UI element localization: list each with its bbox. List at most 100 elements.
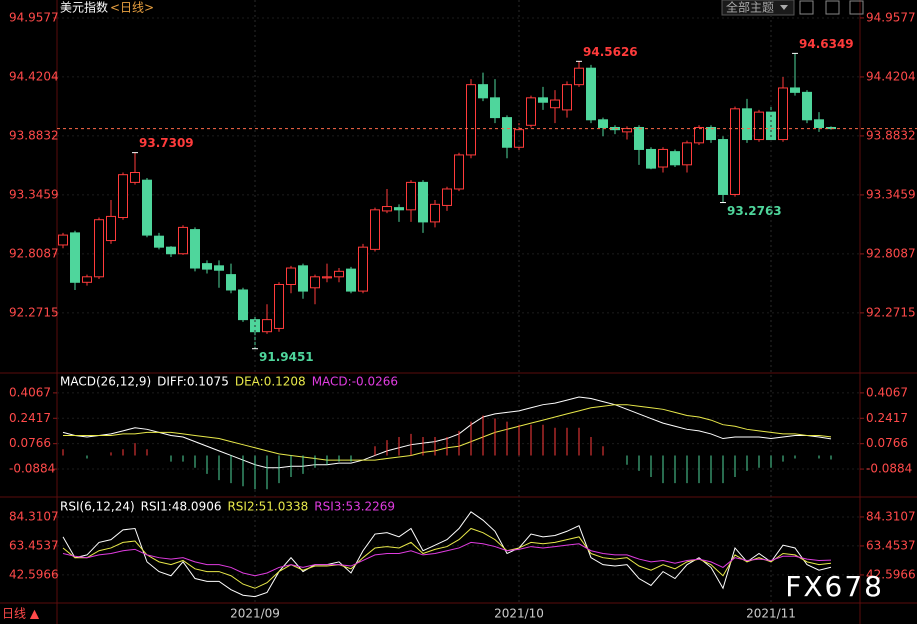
y-tick-label: 92.2715 xyxy=(9,305,59,319)
candle-body xyxy=(598,119,608,128)
candle-body xyxy=(502,117,512,148)
candle-body xyxy=(406,181,416,211)
candle-body xyxy=(262,319,272,333)
indicator-line xyxy=(62,527,832,589)
candle-body xyxy=(742,108,752,141)
y-tick-label: -0.0884 xyxy=(9,462,55,476)
candle-body xyxy=(454,154,464,190)
candle-body xyxy=(298,265,308,292)
candle-body xyxy=(214,265,224,271)
candle-body xyxy=(790,87,800,93)
legend-entry: RSI1:48.0906 xyxy=(141,500,222,514)
candle-body xyxy=(178,226,188,255)
candle-body xyxy=(814,119,824,128)
extreme-label: 94.6349 xyxy=(799,37,854,51)
legend-entry: DIFF:0.1075 xyxy=(157,375,229,389)
extreme-label: 93.2763 xyxy=(727,204,782,218)
candle-body xyxy=(238,289,248,321)
candle-body xyxy=(586,67,596,121)
extreme-label: 93.7309 xyxy=(139,136,194,150)
candle-body xyxy=(802,91,812,121)
watermark: FX678 xyxy=(785,570,884,603)
candle-body xyxy=(442,188,452,206)
candle-body xyxy=(706,126,716,141)
candle-body xyxy=(718,139,728,195)
legend-entry: DEA:0.1208 xyxy=(235,375,306,389)
y-tick-label: 63.4537 xyxy=(866,538,916,552)
candle-body xyxy=(490,97,500,119)
icon-button[interactable] xyxy=(825,0,840,15)
candle-body xyxy=(322,276,332,279)
y-tick-label: 0.0766 xyxy=(9,436,51,450)
candle-body xyxy=(562,84,572,111)
indicator-line xyxy=(62,541,832,577)
y-tick-label: 0.0766 xyxy=(866,436,908,450)
dropdown-arrow[interactable] xyxy=(780,5,788,10)
candle-body xyxy=(118,174,128,219)
y-tick-label: 94.9577 xyxy=(866,10,916,24)
candle-body xyxy=(82,276,92,283)
candle-body xyxy=(658,148,668,168)
candle-body xyxy=(334,270,344,278)
candle-body xyxy=(418,181,428,223)
candle-body xyxy=(778,87,788,141)
y-tick-label: 0.2417 xyxy=(866,411,908,425)
candle-body xyxy=(682,142,692,166)
y-tick-label: 92.8087 xyxy=(9,246,59,260)
legend-entry: RSI3:53.2269 xyxy=(314,500,395,514)
theme-dropdown-label[interactable]: 全部主题 xyxy=(726,0,774,15)
y-tick-label: 0.4067 xyxy=(866,385,908,399)
y-tick-label: 94.9577 xyxy=(9,10,59,24)
candle-body xyxy=(382,206,392,212)
candle-body xyxy=(478,84,488,99)
candle-body xyxy=(358,246,368,292)
candle-body xyxy=(154,235,164,248)
period-switch[interactable]: 日线 ▲ xyxy=(2,607,40,621)
candle-body xyxy=(730,108,740,195)
y-tick-label: 94.4204 xyxy=(9,69,59,83)
theme-dropdown[interactable] xyxy=(721,0,795,16)
candle-body xyxy=(226,274,236,291)
x-tick-label: 2021/11 xyxy=(746,607,796,621)
chart-title: 美元指数 xyxy=(60,0,108,15)
x-tick-label: 2021/09 xyxy=(230,607,280,621)
extreme-label: 94.5626 xyxy=(583,45,638,59)
legend-entry: RSI2:51.0338 xyxy=(227,500,308,514)
candle-body xyxy=(190,229,200,269)
candle-body xyxy=(166,246,176,255)
y-tick-label: 93.3459 xyxy=(866,187,916,201)
candle-body xyxy=(646,148,656,169)
candle-body xyxy=(526,97,536,126)
candle-body xyxy=(670,151,680,166)
icon-button[interactable] xyxy=(849,0,864,15)
y-tick-label: 92.2715 xyxy=(866,305,916,319)
y-tick-label: 42.5966 xyxy=(866,567,916,581)
candle-body xyxy=(694,126,704,144)
candle-body xyxy=(634,126,644,150)
candle-body xyxy=(310,276,320,289)
icon-button[interactable] xyxy=(799,0,814,15)
legend-entry: MACD:-0.0266 xyxy=(312,375,398,389)
candle-body xyxy=(538,97,548,103)
y-tick-label: 93.8832 xyxy=(9,128,59,142)
candle-body xyxy=(70,232,80,283)
candle-body xyxy=(430,203,440,223)
candle-body xyxy=(58,234,68,246)
candle-body xyxy=(130,171,140,183)
candle-body xyxy=(202,263,212,270)
candle-body xyxy=(346,268,356,292)
candle-body xyxy=(394,207,404,211)
candle-body xyxy=(274,283,284,329)
y-tick-label: 92.8087 xyxy=(866,246,916,260)
indicator-title: MACD(26,12,9) xyxy=(60,375,151,389)
candle-body xyxy=(754,111,764,141)
candle-body xyxy=(94,219,104,278)
candle-body xyxy=(550,99,560,109)
y-tick-label: -0.0884 xyxy=(866,462,912,476)
candle-body xyxy=(370,209,380,250)
period-label[interactable]: <日线> xyxy=(110,1,154,15)
y-tick-label: 94.4204 xyxy=(866,69,916,83)
y-tick-label: 93.8832 xyxy=(866,128,916,142)
